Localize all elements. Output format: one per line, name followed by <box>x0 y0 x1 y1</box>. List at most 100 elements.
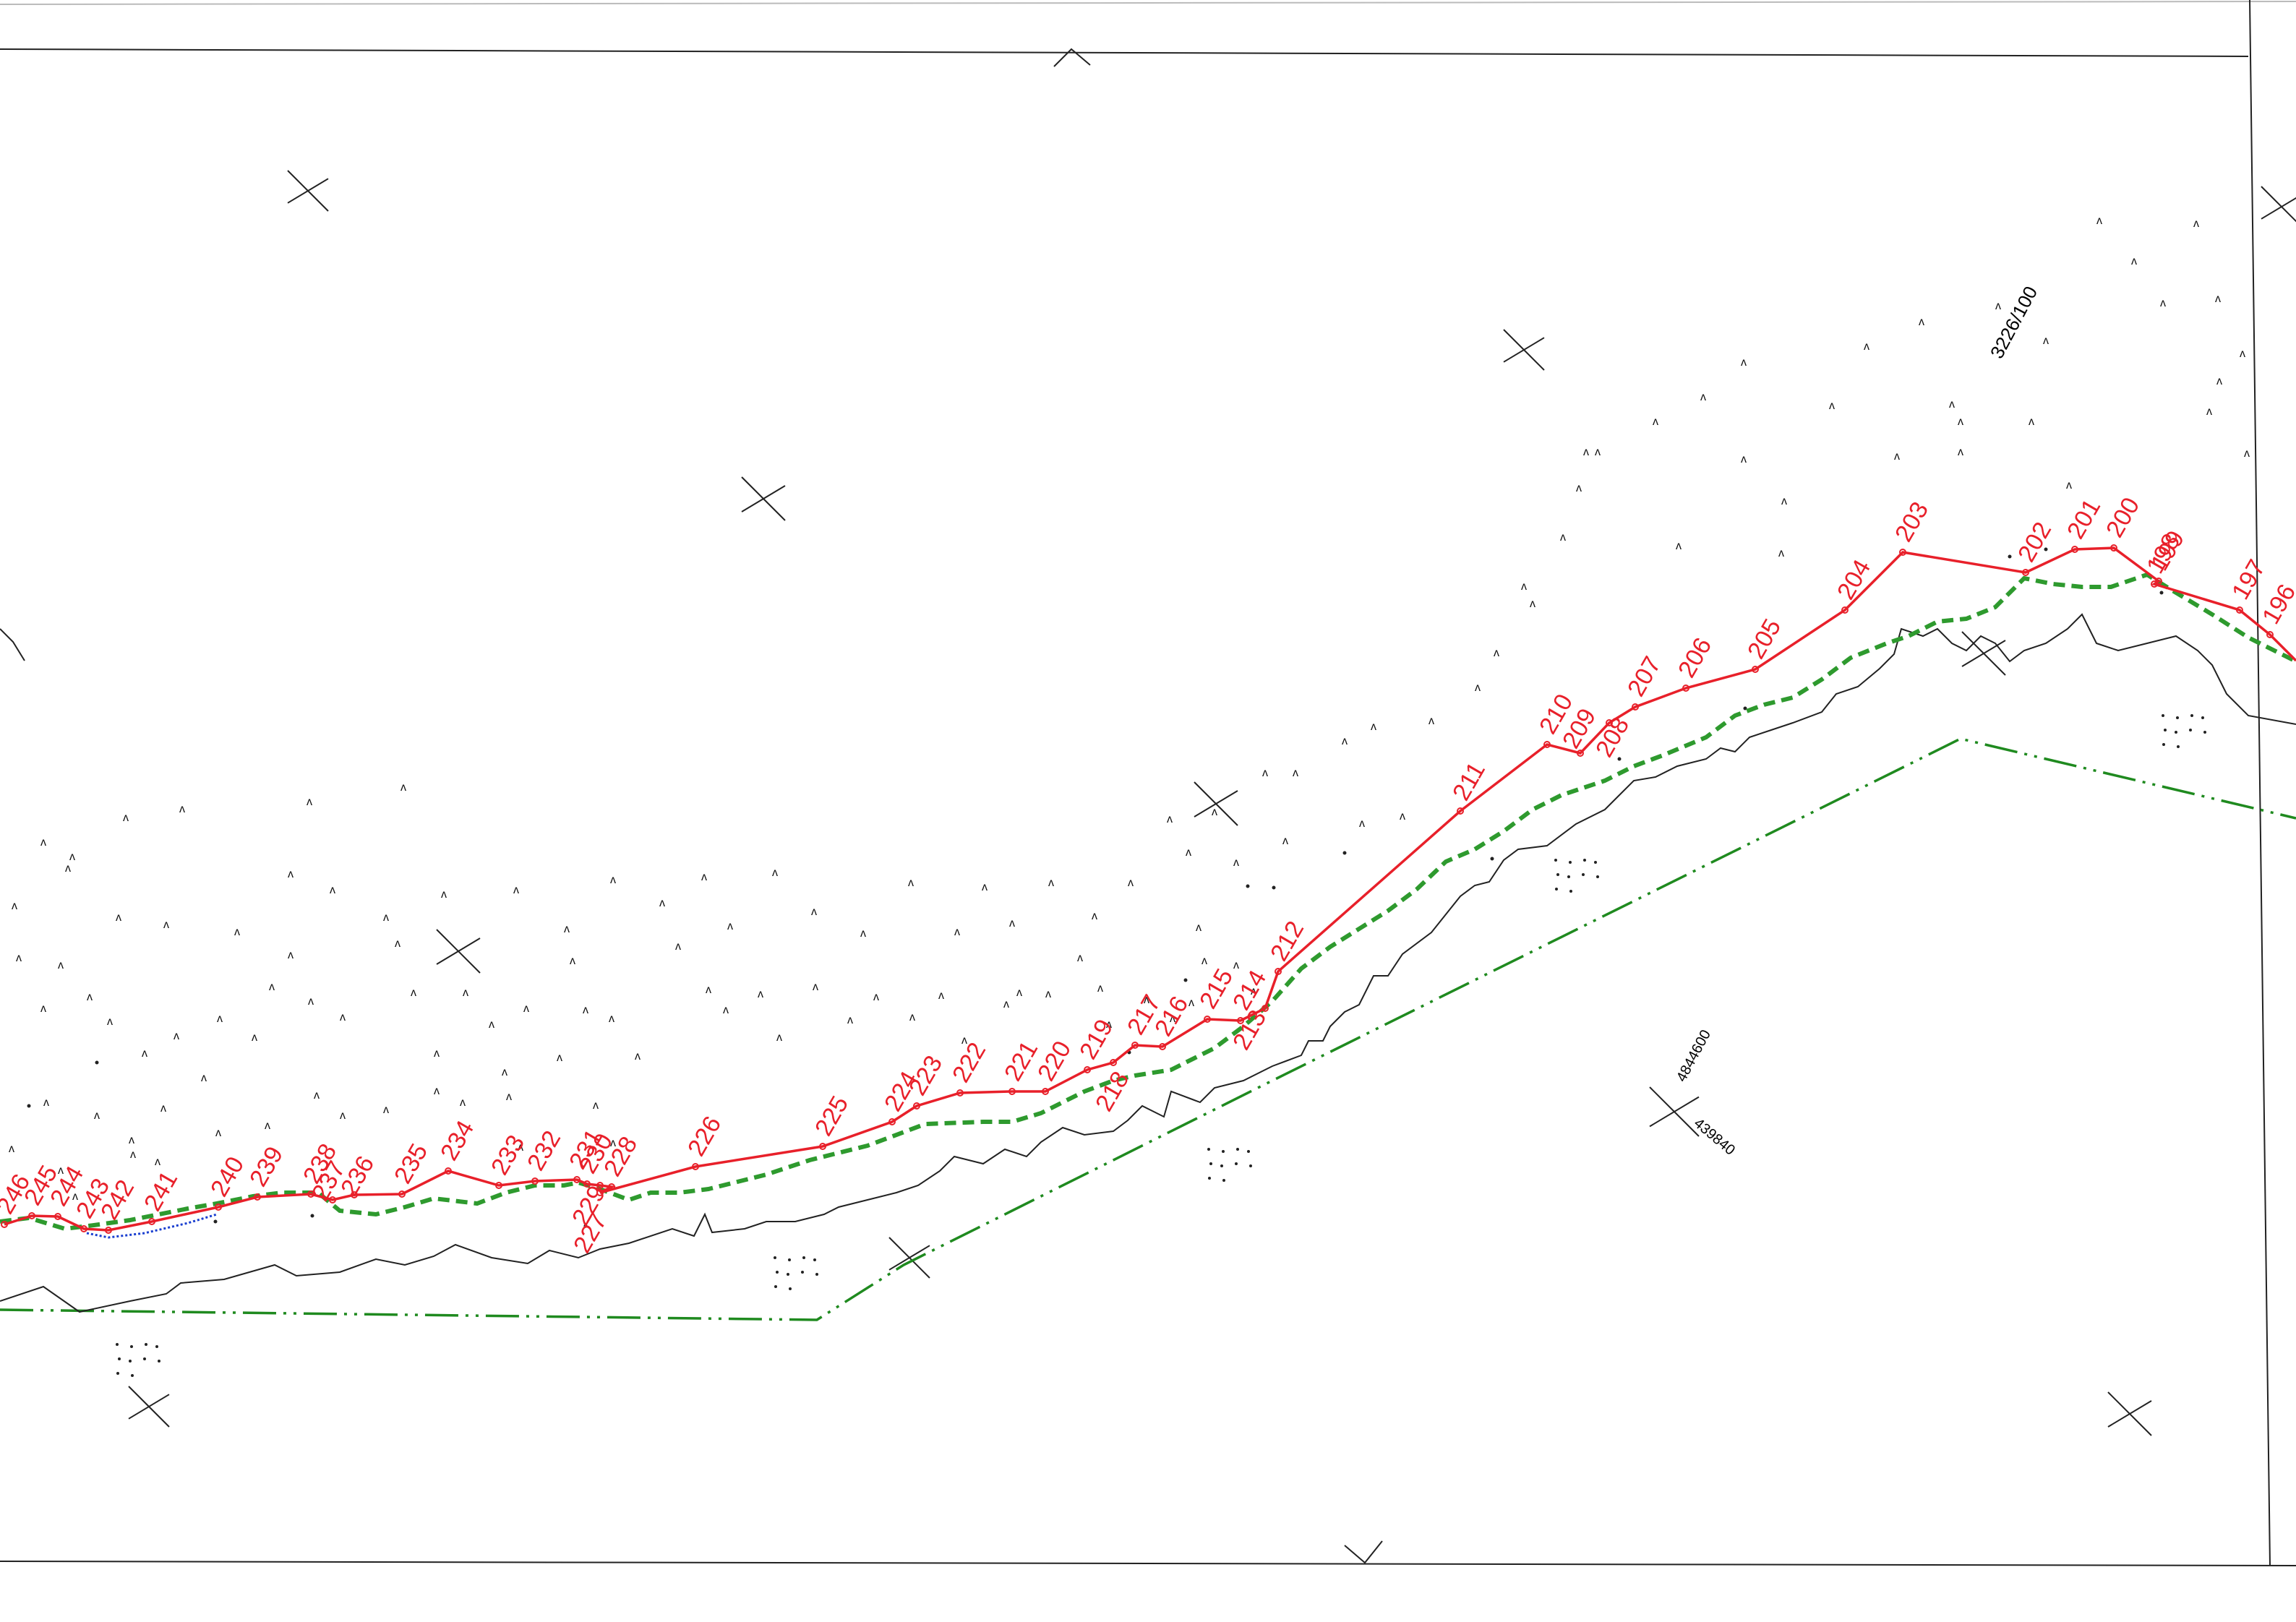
coordinate-label-north: 4844600 <box>1674 1027 1714 1084</box>
vegetation-symbol: ʌ <box>129 1134 134 1146</box>
vegetation-symbol: ʌ <box>463 987 468 999</box>
vegetation-symbol: ʌ <box>1778 547 1784 559</box>
grid-cross-icon <box>2107 1400 2152 1428</box>
vegetation-symbol: ʌ <box>94 1110 100 1122</box>
boundary-point-label: 197 <box>2227 555 2271 604</box>
spot-dot <box>2201 716 2204 719</box>
vegetation-symbol: ʌ <box>772 867 778 879</box>
boundary-point-label: 196 <box>2257 580 2296 629</box>
boundary-point-marker <box>608 1183 615 1190</box>
boundary-point-marker <box>888 1118 896 1125</box>
vegetation-symbol: ʌ <box>758 988 763 1000</box>
spot-dot <box>1556 873 1559 876</box>
vegetation-symbol: ʌ <box>938 990 944 1002</box>
spot-dot <box>1246 884 1250 888</box>
vegetation-symbol: ʌ <box>1170 1013 1175 1025</box>
vegetation-symbol: ʌ <box>1400 810 1405 823</box>
vegetation-symbol: ʌ <box>1530 598 1535 610</box>
boundary-point-marker <box>1261 1005 1269 1012</box>
vegetation-symbol: ʌ <box>727 920 733 932</box>
vegetation-symbol: ʌ <box>502 1066 507 1078</box>
spot-dot <box>116 1372 119 1375</box>
vegetation-symbol: ʌ <box>1995 300 2001 312</box>
vegetation-symbol: ʌ <box>2206 406 2212 418</box>
boundary-point-marker <box>2151 580 2158 588</box>
boundary-point-marker <box>351 1191 358 1198</box>
vegetation-symbol: ʌ <box>1186 846 1191 859</box>
grid-crosses <box>128 170 2296 1436</box>
spot-dots <box>27 547 2206 1377</box>
vegetation-symbol: ʌ <box>58 1164 64 1177</box>
vegetation-symbol: ʌ <box>2043 335 2049 347</box>
vegetation-symbol: ʌ <box>107 1016 113 1028</box>
vegetation-symbol: ʌ <box>116 911 121 924</box>
vegetation-symbol: ʌ <box>847 1014 853 1026</box>
spot-dot <box>27 1104 31 1108</box>
spot-dot <box>776 1271 779 1274</box>
vegetation-symbol: ʌ <box>1097 982 1103 995</box>
spot-dot <box>1209 1162 1212 1165</box>
vegetation-symbol: ʌ <box>383 1104 389 1116</box>
spot-dot <box>1569 890 1572 893</box>
boundary-point-marker <box>1606 719 1613 726</box>
vegetation-symbol: ʌ <box>1560 531 1566 544</box>
boundary-point-marker <box>1237 1017 1244 1024</box>
boundary-point-marker <box>54 1213 61 1220</box>
boundary-point-marker <box>307 1190 314 1198</box>
boundary-point-label: 207 <box>1622 652 1666 701</box>
vegetation-symbol: ʌ <box>340 1011 346 1024</box>
vegetation-symbol: ʌ <box>659 897 665 909</box>
vegetation-symbol: ʌ <box>1781 495 1787 507</box>
vegetation-symbol: ʌ <box>1521 580 1527 593</box>
vegetation-symbol: ʌ <box>2240 348 2245 360</box>
vegetation-symbol: ʌ <box>434 1047 440 1060</box>
frame-bottom <box>0 1561 2296 1566</box>
boundary-point-marker <box>1110 1059 1117 1066</box>
vegetation-symbol: ʌ <box>701 871 707 883</box>
boundary-point-label: 200 <box>2101 493 2145 542</box>
boundary-point-label: 232 <box>522 1126 566 1175</box>
boundary-point-label: 205 <box>1742 614 1786 664</box>
vegetation-symbol: ʌ <box>1741 356 1747 369</box>
spot-dot <box>158 1360 160 1363</box>
spot-dot <box>131 1374 134 1377</box>
spot-dot <box>789 1287 792 1290</box>
boundary-point-marker <box>80 1225 87 1232</box>
vegetation-symbol: ʌ <box>1201 955 1207 967</box>
vegetation-symbol: ʌ <box>142 1047 147 1060</box>
boundary-point-label: 225 <box>810 1091 854 1141</box>
vegetation-symbol: ʌ <box>87 991 93 1003</box>
vegetation-symbol: ʌ <box>1428 715 1434 727</box>
vegetation-symbol: ʌ <box>1949 398 1955 411</box>
vegetation-symbol: ʌ <box>16 952 22 964</box>
grid-cross-icon <box>1503 337 1545 363</box>
spot-dot <box>1583 859 1586 862</box>
grid-cross-icon <box>1649 1096 1700 1128</box>
boundary-point-label: 241 <box>139 1167 183 1216</box>
grid-cross-icon <box>888 1245 930 1271</box>
spot-dot <box>2176 716 2179 719</box>
vegetation-symbol: ʌ <box>1293 767 1298 779</box>
vegetation-symbol: ʌ <box>330 884 335 896</box>
boundary-point-label: 204 <box>1832 555 1876 604</box>
spot-dot <box>774 1285 777 1288</box>
boundary-point-marker <box>1042 1088 1049 1095</box>
coordinate-label-east: 439840 <box>1691 1115 1738 1159</box>
grid-cross-icon <box>1194 790 1238 818</box>
vegetation-symbol: ʌ <box>1494 647 1499 659</box>
grid-cross-icon <box>128 1394 170 1420</box>
spot-dot <box>1617 757 1622 761</box>
spot-dot <box>813 1258 816 1261</box>
vegetation-symbol: ʌ <box>557 1052 562 1064</box>
boundary-point-marker <box>2266 631 2274 638</box>
vegetation-symbol: ʌ <box>1128 877 1134 889</box>
spot-dot <box>1490 857 1494 861</box>
vegetation-symbol: ʌ <box>564 923 570 935</box>
grid-cross-icon <box>287 178 329 204</box>
spot-dot <box>2203 731 2206 734</box>
vegetation-symbol: ʌ <box>1653 416 1658 428</box>
vegetation-symbol: ʌ <box>2193 218 2199 230</box>
vegetation-symbol: ʌ <box>982 881 988 893</box>
vegetation-symbol: ʌ <box>288 949 294 961</box>
spot-dot <box>787 1273 789 1276</box>
